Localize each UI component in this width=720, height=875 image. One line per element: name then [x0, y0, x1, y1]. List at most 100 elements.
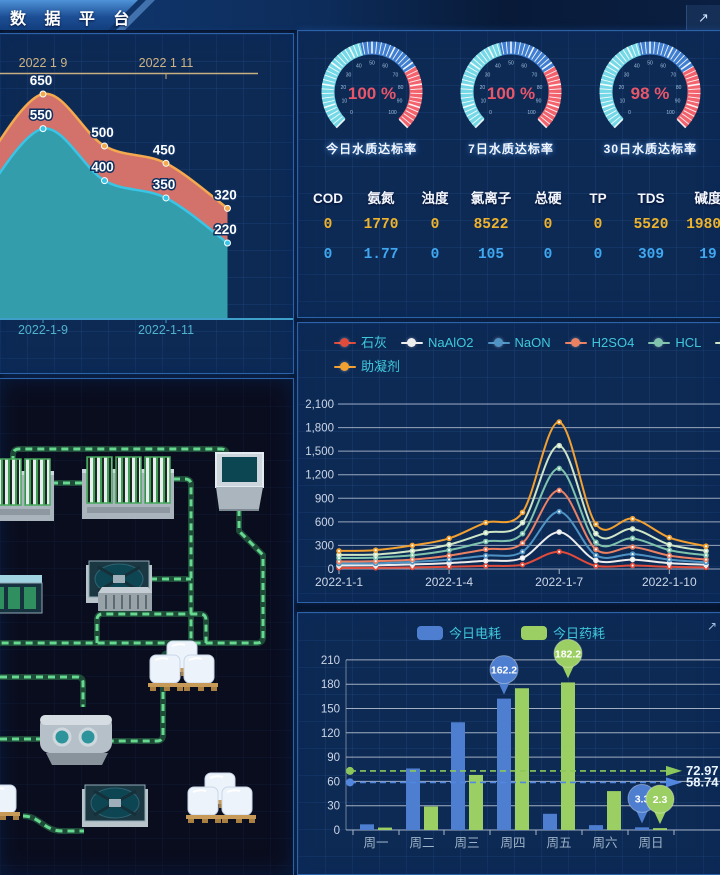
membrane-rack-left: [0, 458, 55, 522]
legend-item-HCL[interactable]: HCL: [648, 331, 701, 355]
svg-text:20: 20: [340, 85, 346, 91]
svg-text:50: 50: [369, 61, 375, 67]
svg-text:2022-1-11: 2022-1-11: [138, 323, 194, 337]
svg-text:周一: 周一: [363, 836, 388, 850]
svg-text:300: 300: [315, 540, 334, 552]
svg-text:40: 40: [495, 64, 501, 70]
svg-text:320: 320: [214, 187, 237, 202]
svg-text:80: 80: [398, 85, 404, 91]
svg-text:180: 180: [321, 679, 340, 691]
gauge-label: 今日水质达标率: [326, 142, 418, 156]
svg-text:100: 100: [388, 110, 397, 116]
dosing-legend: 石灰 NaAlO2 NaON H2SO4 HCL NaCLO 助凝剂: [334, 331, 720, 379]
svg-text:90: 90: [675, 98, 681, 104]
storage-bags-upper: [148, 641, 218, 691]
svg-text:60: 60: [661, 64, 667, 70]
svg-text:10: 10: [341, 98, 347, 104]
svg-text:周六: 周六: [592, 836, 617, 850]
svg-text:30: 30: [345, 72, 351, 78]
svg-text:50: 50: [508, 61, 514, 67]
legend-item-NaON[interactable]: NaON: [487, 331, 551, 355]
svg-text:100: 100: [667, 110, 676, 116]
gauge-label: 30日水质达标率: [603, 142, 697, 156]
svg-text:220: 220: [214, 222, 237, 237]
svg-text:1,500: 1,500: [305, 446, 334, 458]
svg-text:40: 40: [356, 64, 362, 70]
storage-bags-lower: [186, 773, 256, 823]
expand-icon[interactable]: ↗: [706, 619, 717, 633]
svg-text:60: 60: [382, 64, 388, 70]
legend-item-今日药耗[interactable]: 今日药耗: [521, 623, 605, 642]
svg-text:30: 30: [624, 72, 630, 78]
chemical-tank: [40, 715, 112, 765]
svg-text:周五: 周五: [546, 836, 571, 850]
legend-item-H2SO4[interactable]: H2SO4: [564, 331, 634, 355]
svg-text:1,800: 1,800: [305, 423, 334, 435]
svg-text:80: 80: [537, 85, 543, 91]
fan-unit-lower: [80, 783, 150, 829]
svg-text:周三: 周三: [454, 836, 479, 850]
consumption-bar-chart: 0 30 60 90 120 150 180 210 周一 周二 周三 周四 周五 周六 周日 72.9758…: [321, 638, 720, 850]
svg-text:450: 450: [153, 142, 176, 157]
gauge-label: 7日水质达标率: [468, 142, 554, 156]
svg-text:182.2: 182.2: [555, 648, 581, 660]
gauge-today: 0 10 20 30 40 50 60 70 80 90 100 100 % 今日水质达标率: [302, 35, 441, 157]
svg-text:550: 550: [30, 108, 53, 123]
dosing-lines-panel: 石灰 NaAlO2 NaON H2SO4 HCL NaCLO 助凝剂 0 300 600 900 1…: [297, 322, 720, 603]
svg-text:2022-1-10: 2022-1-10: [642, 575, 697, 589]
legend-item-石灰[interactable]: 石灰: [334, 331, 387, 355]
svg-text:周四: 周四: [500, 836, 525, 850]
svg-text:20: 20: [619, 85, 625, 91]
svg-text:150: 150: [321, 704, 340, 716]
svg-text:100 %: 100 %: [348, 84, 396, 103]
legend-item-NaAlO2[interactable]: NaAlO2: [401, 331, 474, 355]
svg-text:58.74: 58.74: [686, 774, 719, 789]
svg-text:2022 1 9: 2022 1 9: [19, 56, 68, 70]
vent-building: [98, 587, 152, 611]
svg-text:3.3: 3.3: [635, 793, 650, 805]
svg-text:0: 0: [489, 110, 492, 116]
svg-text:10: 10: [620, 98, 626, 104]
svg-text:70: 70: [671, 72, 677, 78]
gauge-dial: 0 10 20 30 40 50 60 70 80 90 100 100 %: [441, 35, 580, 142]
svg-text:0: 0: [628, 110, 631, 116]
inlet-outlet-trend-chart: 2022 1 9 2022 1 11 650 500 450 320 550 400 350 22…: [0, 56, 293, 337]
svg-text:72.97: 72.97: [686, 763, 719, 778]
svg-text:100: 100: [527, 110, 536, 116]
svg-text:90: 90: [327, 752, 340, 764]
dosing-line-chart: 0 300 600 900 1,200 1,500 1,800 2,100 2022-1-1 20…: [305, 399, 720, 589]
svg-text:90: 90: [396, 98, 402, 104]
svg-text:120: 120: [321, 728, 340, 740]
gauge-30day: 0 10 20 30 40 50 60 70 80 90 100 98 % 30日水质达标率: [581, 35, 720, 157]
clarifier-basin: [215, 452, 264, 511]
table-header: 总硬: [534, 191, 562, 206]
svg-text:90: 90: [536, 98, 542, 104]
consumption-legend: 今日电耗 今日药耗: [298, 623, 720, 645]
svg-text:2.3: 2.3: [653, 794, 668, 806]
svg-text:2022-1-7: 2022-1-7: [535, 575, 583, 589]
gauge-7day: 0 10 20 30 40 50 60 70 80 90 100 100 % 7日水质达标率: [441, 35, 580, 157]
legend-item-NaCLO[interactable]: NaCLO: [715, 331, 720, 355]
svg-text:60: 60: [327, 776, 340, 788]
svg-text:30: 30: [485, 72, 491, 78]
svg-text:2022 1 11: 2022 1 11: [139, 56, 194, 70]
svg-text:162.2: 162.2: [491, 665, 517, 677]
svg-text:60: 60: [521, 64, 527, 70]
control-cabinets: [0, 574, 43, 614]
svg-text:周二: 周二: [409, 836, 434, 850]
svg-text:0: 0: [328, 564, 334, 576]
table-header: 碱度: [694, 191, 720, 206]
storage-bag-single: [0, 784, 20, 820]
legend-item-助凝剂[interactable]: 助凝剂: [334, 355, 400, 379]
svg-text:210: 210: [321, 655, 340, 667]
legend-item-今日电耗[interactable]: 今日电耗: [416, 623, 501, 642]
svg-text:500: 500: [91, 125, 114, 140]
table-header: TDS: [637, 191, 665, 206]
inlet-outlet-trend-panel: 2022 1 9 2022 1 11 650 500 450 320 550 400 350 22…: [0, 33, 294, 374]
svg-text:50: 50: [648, 61, 654, 67]
svg-text:650: 650: [30, 73, 53, 88]
table-header: 氨氮: [367, 191, 395, 206]
svg-text:30: 30: [327, 801, 340, 813]
svg-text:20: 20: [480, 85, 486, 91]
svg-text:2022-1-1: 2022-1-1: [315, 575, 363, 589]
